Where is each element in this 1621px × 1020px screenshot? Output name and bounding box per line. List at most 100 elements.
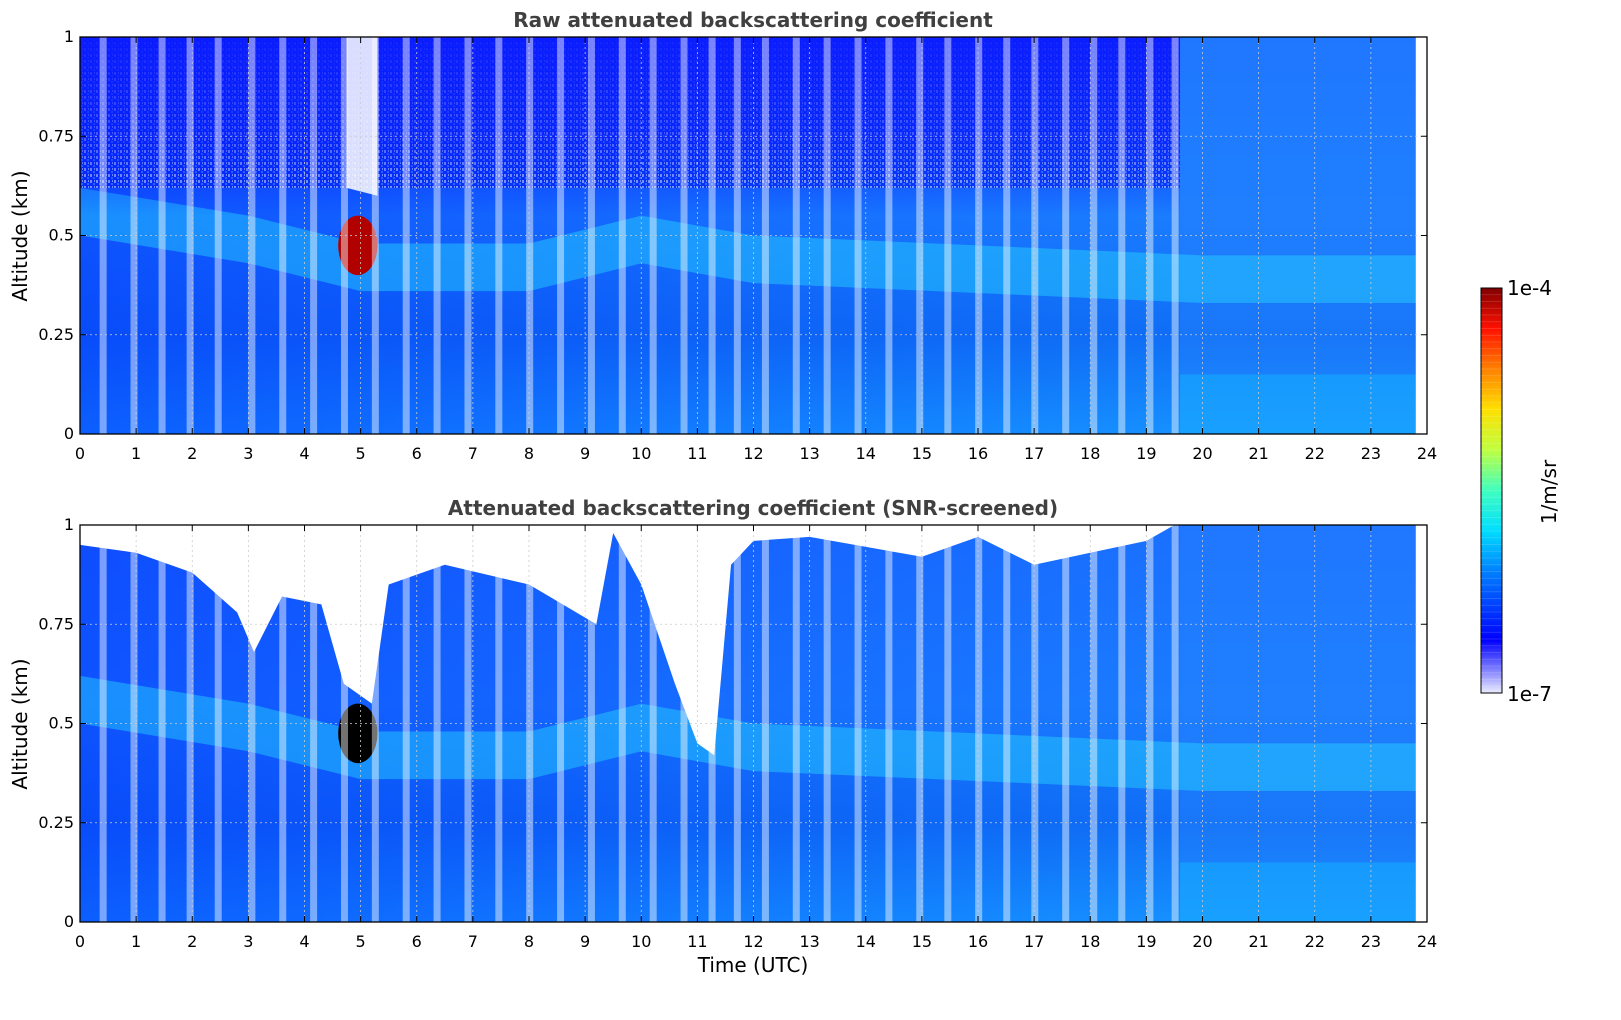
x-tick-label: 22 bbox=[1305, 444, 1325, 463]
data-gap-stripe bbox=[1031, 525, 1039, 922]
x-tick-label: 2 bbox=[187, 444, 197, 463]
x-tick-label: 2 bbox=[187, 932, 197, 951]
chart-title: Raw attenuated backscattering coefficien… bbox=[513, 8, 993, 32]
data-gap-stripe bbox=[1090, 37, 1098, 434]
y-tick-label: 0.25 bbox=[38, 325, 74, 344]
x-tick-label: 23 bbox=[1361, 444, 1381, 463]
y-tick-label: 0.25 bbox=[38, 813, 74, 832]
x-tick-label: 20 bbox=[1192, 444, 1212, 463]
data-gap-stripe bbox=[854, 37, 862, 434]
x-tick-label: 10 bbox=[631, 444, 651, 463]
x-tick-label: 24 bbox=[1417, 444, 1437, 463]
data-gap-stripe bbox=[495, 37, 503, 434]
data-gap-stripe bbox=[916, 525, 924, 922]
data-gap-stripe bbox=[99, 525, 107, 922]
x-tick-label: 13 bbox=[799, 444, 819, 463]
x-tick-label: 17 bbox=[1024, 932, 1044, 951]
data-gap-stripe bbox=[708, 525, 716, 922]
x-tick-label: 0 bbox=[75, 932, 85, 951]
chart-title: Attenuated backscattering coefficient (S… bbox=[448, 496, 1058, 520]
x-tick-label: 6 bbox=[412, 932, 422, 951]
x-tick-label: 3 bbox=[243, 444, 253, 463]
data-gap-stripe bbox=[526, 525, 534, 922]
data-gap-stripe bbox=[649, 37, 657, 434]
late-field bbox=[1180, 37, 1416, 375]
data-gap-stripe bbox=[1146, 37, 1154, 434]
data-gap-stripe bbox=[130, 37, 138, 434]
y-tick-label: 1 bbox=[64, 515, 74, 534]
x-tick-label: 3 bbox=[243, 932, 253, 951]
x-tick-label: 15 bbox=[912, 444, 932, 463]
data-gap-stripe bbox=[618, 37, 626, 434]
x-tick-label: 5 bbox=[356, 932, 366, 951]
x-tick-label: 23 bbox=[1361, 932, 1381, 951]
x-tick-label: 11 bbox=[687, 444, 707, 463]
colorbar-max-label: 1e-4 bbox=[1507, 276, 1552, 300]
x-tick-label: 8 bbox=[524, 444, 534, 463]
x-tick-label: 16 bbox=[968, 444, 988, 463]
y-tick-label: 0.75 bbox=[38, 126, 74, 145]
y-tick-label: 1 bbox=[64, 27, 74, 46]
screened-out-region bbox=[80, 525, 1427, 756]
x-tick-label: 4 bbox=[299, 932, 309, 951]
data-gap-stripe bbox=[823, 525, 831, 922]
x-tick-label: 6 bbox=[412, 444, 422, 463]
data-gap-stripe bbox=[495, 525, 503, 922]
data-gap-stripe bbox=[916, 37, 924, 434]
data-gap-stripe bbox=[649, 525, 657, 922]
x-tick-label: 1 bbox=[131, 444, 141, 463]
raw-backscatter-panel: 0 1 2 3 4 5 6 7 8 9 10 11 12 13 14 15 16 17 18 19 20 21 22 23 24… bbox=[8, 8, 1437, 463]
data-gap-stripe bbox=[944, 37, 952, 434]
data-gap-stripe bbox=[975, 37, 983, 434]
x-tick-label: 21 bbox=[1248, 932, 1268, 951]
x-tick-label: 20 bbox=[1192, 932, 1212, 951]
late-field bbox=[1180, 525, 1416, 863]
colorbar-min-label: 1e-7 bbox=[1507, 682, 1552, 706]
data-gap-stripe bbox=[464, 525, 472, 922]
noise-shade bbox=[80, 37, 1181, 216]
data-gap-stripe bbox=[130, 525, 138, 922]
x-tick-label: 24 bbox=[1417, 932, 1437, 951]
data-gap-stripe bbox=[854, 525, 862, 922]
colorbar: 1e-4 1e-7 1/m/sr bbox=[1480, 276, 1561, 706]
x-tick-label: 15 bbox=[912, 932, 932, 951]
surface-layer bbox=[1180, 374, 1416, 434]
snr-screened-backscatter-panel: 0 1 2 3 4 5 6 7 8 9 10 11 12 13 14 15 16 17 18 19 20 21 22 23 24… bbox=[8, 496, 1437, 977]
data-gap-stripe bbox=[310, 525, 318, 922]
data-gap-stripe bbox=[733, 525, 741, 922]
aerosol-layer bbox=[80, 187, 1427, 303]
data-gap-stripe bbox=[158, 525, 166, 922]
x-tick-label: 1 bbox=[131, 932, 141, 951]
data-gap-stripe bbox=[618, 525, 626, 922]
x-axis-label: Time (UTC) bbox=[697, 953, 809, 977]
x-tick-label: 5 bbox=[356, 444, 366, 463]
data-gap-stripe bbox=[99, 37, 107, 434]
data-gap-stripe bbox=[433, 525, 441, 922]
data-gap-stripe bbox=[885, 525, 893, 922]
x-tick-label: 10 bbox=[631, 932, 651, 951]
x-tick-label: 11 bbox=[687, 932, 707, 951]
x-tick-label: 16 bbox=[968, 932, 988, 951]
data-gap-stripe bbox=[279, 525, 287, 922]
x-tick-label: 12 bbox=[743, 444, 763, 463]
y-axis-label: Altitude (km) bbox=[8, 170, 32, 301]
x-tick-label: 18 bbox=[1080, 932, 1100, 951]
data-gap-stripe bbox=[1146, 525, 1154, 922]
x-tick-label: 9 bbox=[580, 932, 590, 951]
x-tick-label: 19 bbox=[1136, 444, 1156, 463]
x-tick-label: 14 bbox=[856, 444, 876, 463]
data-gap-stripe bbox=[340, 37, 348, 434]
data-gap-stripe bbox=[975, 525, 983, 922]
data-gap-stripe bbox=[158, 37, 166, 434]
data-gap-stripe bbox=[885, 37, 893, 434]
data-gap-stripe bbox=[526, 37, 534, 434]
x-tick-label: 22 bbox=[1305, 932, 1325, 951]
cloud-feature bbox=[338, 703, 378, 764]
data-gap-stripe bbox=[680, 37, 688, 434]
y-axis-label: Altitude (km) bbox=[8, 658, 32, 789]
x-tick-label: 18 bbox=[1080, 444, 1100, 463]
data-gap-stripe bbox=[433, 37, 441, 434]
cloud-feature bbox=[338, 215, 378, 276]
data-gap-stripe bbox=[680, 525, 688, 922]
data-gap-stripe bbox=[1031, 37, 1039, 434]
